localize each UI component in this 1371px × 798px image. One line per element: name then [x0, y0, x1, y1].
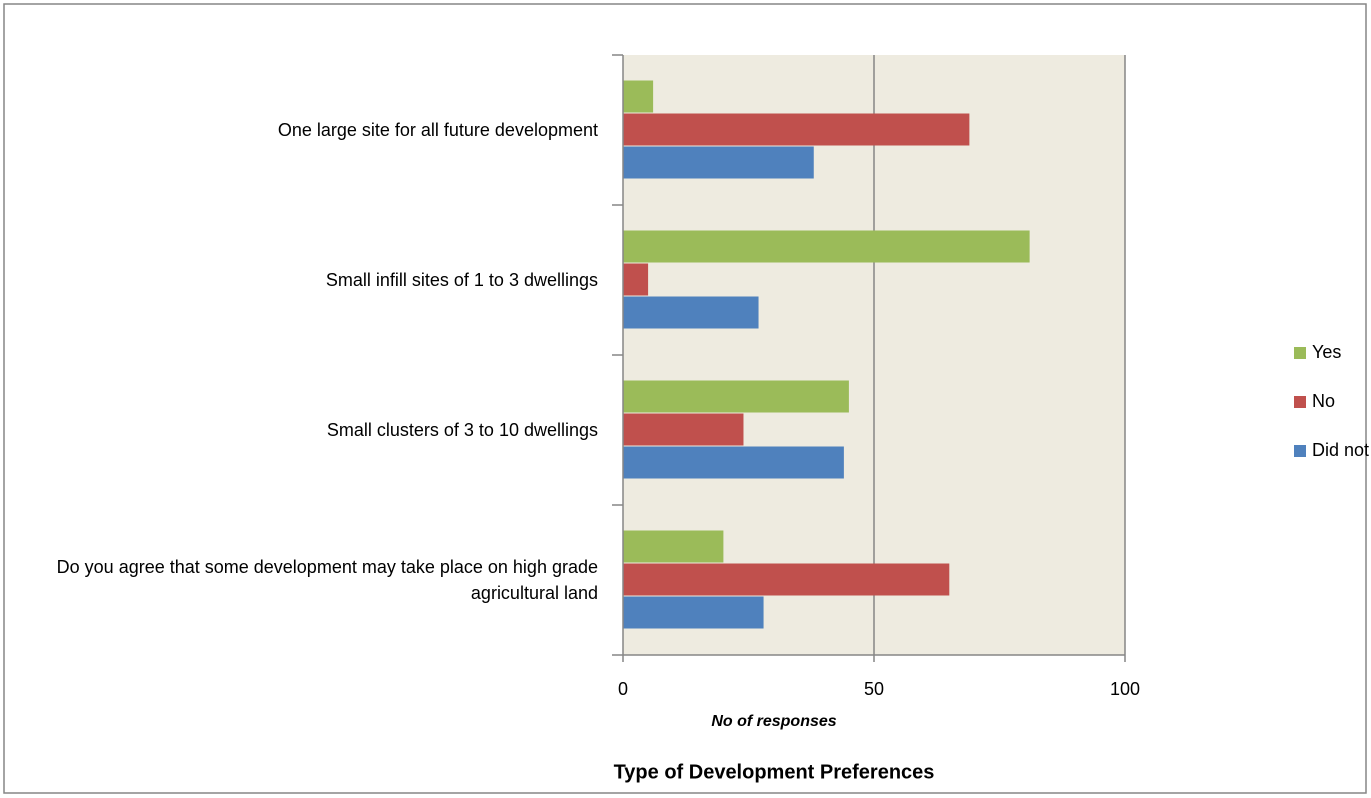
y-tick-label: Small clusters of 3 to 10 dwellings — [326, 420, 598, 440]
bar — [623, 596, 764, 629]
chart-title: Type of Development Preferences — [614, 761, 935, 783]
bar — [623, 530, 724, 563]
x-axis-title: No of responses — [711, 713, 836, 730]
legend-swatch — [1294, 347, 1306, 359]
legend-swatch — [1294, 445, 1306, 457]
bar — [623, 446, 844, 479]
bar — [623, 230, 1030, 263]
bar — [623, 413, 744, 446]
bar — [623, 563, 950, 596]
legend-label: Did not respond — [1312, 440, 1371, 460]
bar — [623, 380, 849, 413]
x-tick-label: 100 — [1110, 679, 1140, 699]
bar — [623, 263, 649, 296]
x-tick-label: 50 — [864, 679, 884, 699]
y-tick-label: One large site for all future developmen… — [277, 120, 598, 140]
y-tick-label: Do you agree that some development may t… — [56, 557, 598, 603]
legend-label: Yes — [1312, 342, 1341, 362]
y-tick-label: Small infill sites of 1 to 3 dwellings — [325, 270, 598, 290]
legend-swatch — [1294, 396, 1306, 408]
bar — [623, 113, 970, 146]
bar — [623, 80, 654, 113]
legend-label: No — [1312, 391, 1335, 411]
x-tick-label: 0 — [618, 679, 628, 699]
bar — [623, 296, 759, 329]
bar — [623, 146, 814, 179]
